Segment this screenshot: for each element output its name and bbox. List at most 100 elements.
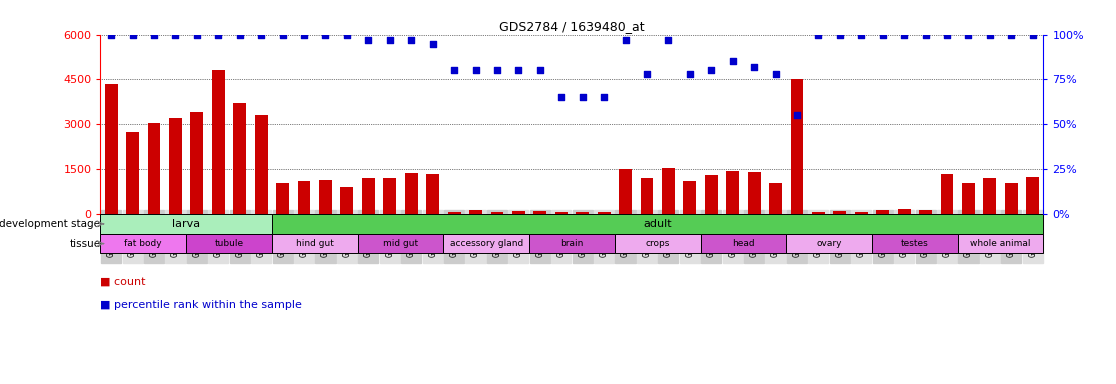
Bar	[448, 212, 461, 214]
Bar	[147, 123, 161, 214]
Bar	[405, 173, 417, 214]
Bar	[812, 212, 825, 214]
Point	[809, 31, 827, 38]
Text: mid gut: mid gut	[383, 239, 418, 248]
Bar	[876, 210, 889, 214]
Point	[853, 31, 870, 38]
Bar	[533, 211, 546, 214]
Point	[531, 67, 549, 73]
Text: crops: crops	[645, 239, 670, 248]
Bar	[362, 178, 375, 214]
Point	[145, 31, 163, 38]
Bar	[186, 234, 272, 253]
Point	[231, 31, 249, 38]
Text: hind gut: hind gut	[296, 239, 334, 248]
Bar	[920, 210, 932, 214]
Bar	[100, 234, 186, 253]
Bar	[426, 174, 439, 214]
Text: adult: adult	[643, 219, 672, 229]
Point	[895, 31, 913, 38]
Bar	[340, 187, 354, 214]
Bar	[983, 178, 997, 214]
Bar	[512, 211, 525, 214]
Point	[745, 64, 763, 70]
Text: larva: larva	[172, 219, 200, 229]
Bar	[233, 103, 247, 214]
Point	[874, 31, 892, 38]
Bar	[443, 234, 529, 253]
Bar	[319, 180, 331, 214]
Bar	[191, 112, 203, 214]
Bar	[748, 172, 761, 214]
Text: head: head	[732, 239, 754, 248]
Point	[338, 31, 356, 38]
Point	[210, 31, 228, 38]
Point	[359, 37, 377, 43]
Text: ■ percentile rank within the sample: ■ percentile rank within the sample	[100, 300, 302, 310]
Point	[788, 112, 806, 118]
Text: ovary: ovary	[817, 239, 841, 248]
Bar	[962, 182, 975, 214]
Bar	[641, 178, 653, 214]
Text: tissue: tissue	[69, 238, 100, 248]
Point	[103, 31, 121, 38]
Bar	[1027, 177, 1039, 214]
Point	[681, 71, 699, 77]
Bar	[169, 118, 182, 214]
Point	[724, 58, 742, 65]
Bar	[298, 181, 310, 214]
Bar	[872, 234, 958, 253]
Point	[187, 31, 205, 38]
Text: fat body: fat body	[125, 239, 162, 248]
Bar	[683, 181, 696, 214]
Bar	[769, 182, 782, 214]
Bar	[598, 212, 610, 214]
Point	[466, 67, 484, 73]
Point	[981, 31, 999, 38]
Text: testes: testes	[901, 239, 929, 248]
Bar	[705, 175, 718, 214]
Bar	[1004, 182, 1018, 214]
Point	[552, 94, 570, 101]
Text: accessory gland: accessory gland	[450, 239, 522, 248]
Point	[660, 37, 677, 43]
Bar	[276, 182, 289, 214]
Point	[252, 31, 270, 38]
Bar	[787, 234, 872, 253]
Bar	[662, 168, 675, 214]
Bar	[941, 174, 953, 214]
Point	[317, 31, 335, 38]
Point	[617, 37, 635, 43]
Bar	[576, 212, 589, 214]
Point	[445, 67, 463, 73]
Bar	[727, 170, 739, 214]
Point	[595, 94, 613, 101]
Point	[402, 37, 420, 43]
Point	[166, 31, 184, 38]
Bar	[619, 169, 632, 214]
Point	[702, 67, 720, 73]
Bar	[529, 234, 615, 253]
Point	[1002, 31, 1020, 38]
Bar	[105, 84, 117, 214]
Bar	[254, 115, 268, 214]
Point	[916, 31, 934, 38]
Point	[960, 31, 978, 38]
Point	[831, 31, 849, 38]
Text: brain: brain	[560, 239, 584, 248]
Bar	[212, 70, 224, 214]
Bar	[701, 234, 787, 253]
Bar	[126, 132, 140, 214]
Bar	[384, 178, 396, 214]
Bar	[897, 210, 911, 214]
Bar	[357, 234, 443, 253]
Bar	[272, 214, 1043, 234]
Point	[381, 37, 398, 43]
Bar	[272, 234, 357, 253]
Bar	[100, 214, 272, 234]
Point	[509, 67, 527, 73]
Bar	[790, 79, 804, 214]
Point	[295, 31, 312, 38]
Point	[1023, 31, 1041, 38]
Point	[638, 71, 656, 77]
